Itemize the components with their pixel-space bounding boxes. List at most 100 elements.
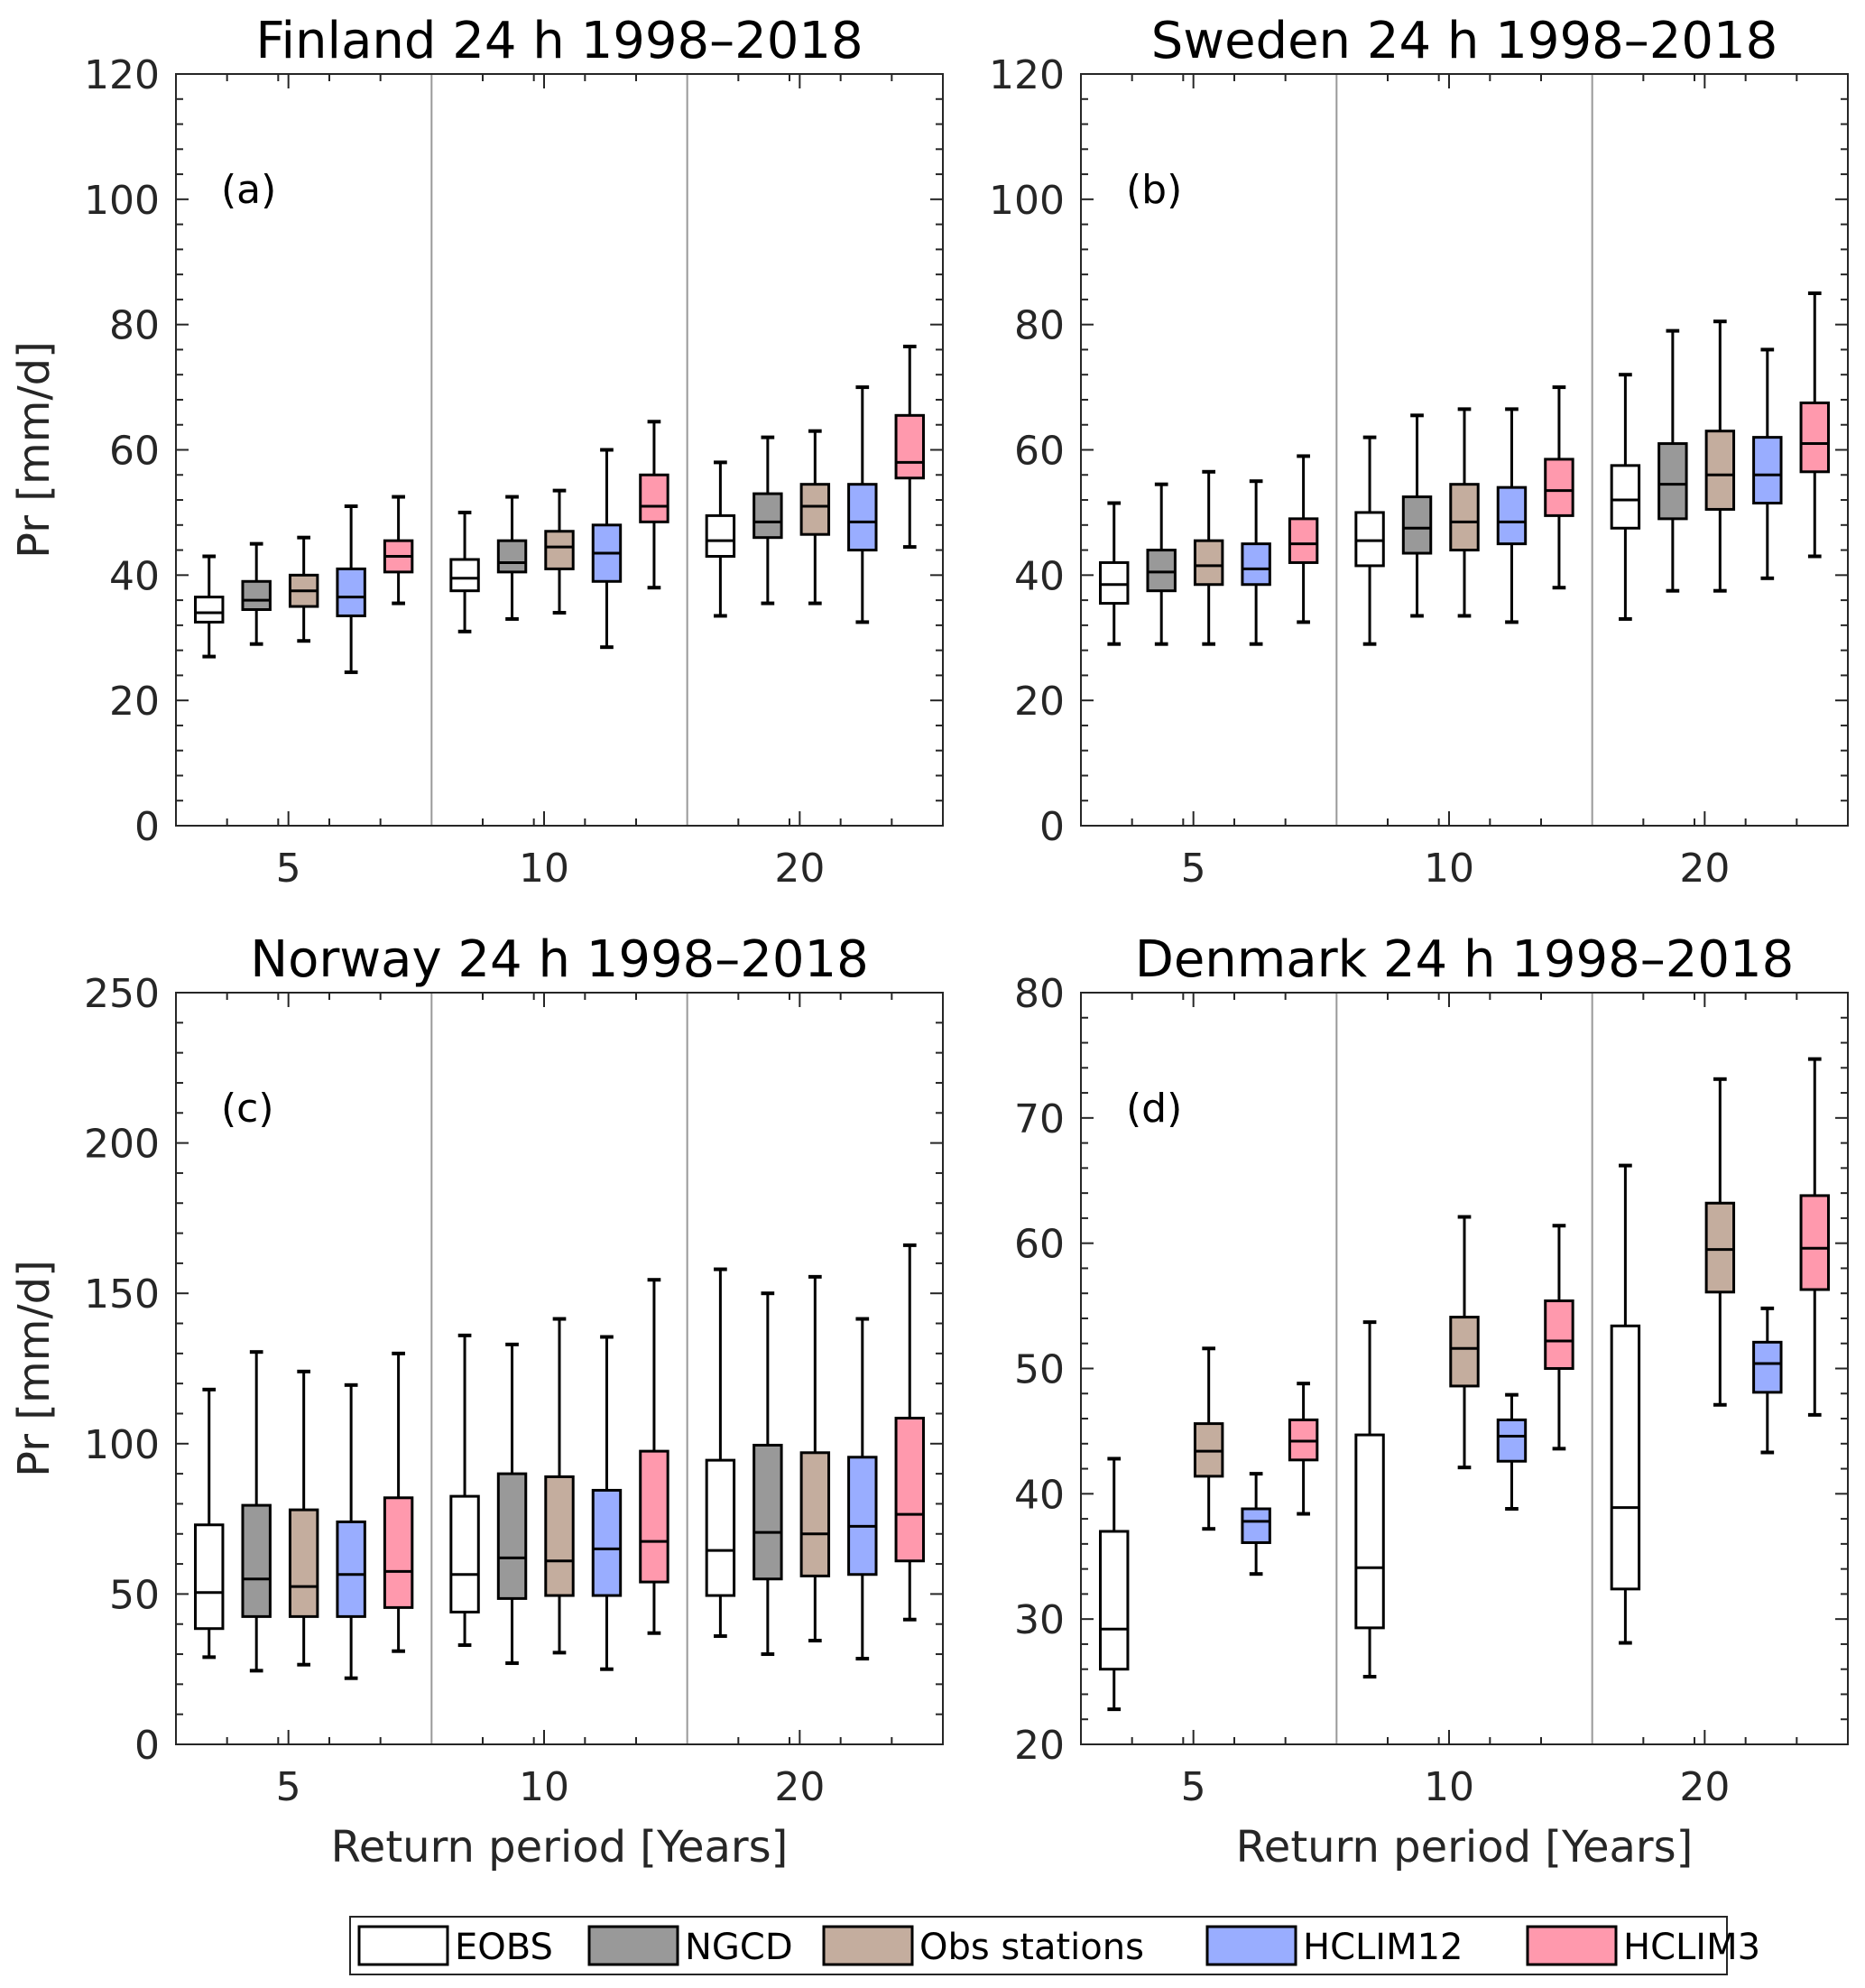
y-tick-label: 60 <box>109 429 160 475</box>
box-iqr <box>1193 539 1224 587</box>
box-iqr <box>449 1494 480 1614</box>
panel-title: Norway 24 h 1998–2018 <box>250 930 869 989</box>
panel-label: (b) <box>1126 167 1182 213</box>
panel-label: (a) <box>221 167 276 213</box>
box-ngcd-20 <box>1657 328 1688 593</box>
box-iqr <box>1544 1299 1574 1371</box>
y-tick-label: 100 <box>84 178 160 224</box>
box-hclim3-5 <box>383 1351 414 1653</box>
y-tick-label: 100 <box>989 178 1065 224</box>
box-iqr <box>1241 542 1271 587</box>
x-axis-label: Return period [Years] <box>331 1822 789 1872</box>
box-iqr <box>336 1520 366 1618</box>
panel-3: 0 50 100 150 200 250 5 10 20 Norway 24 h 1998–201… <box>9 930 944 1872</box>
y-tick-label: 40 <box>1014 1472 1065 1518</box>
box-iqr <box>288 1508 319 1618</box>
box-iqr <box>591 1488 623 1597</box>
x-tick-label: 10 <box>1424 1764 1474 1810</box>
box-hclim3-5 <box>1288 454 1319 624</box>
y-tick-label: 20 <box>109 679 160 725</box>
box-iqr <box>1752 436 1783 505</box>
box-iqr <box>1657 442 1688 521</box>
box-iqr <box>639 1449 669 1584</box>
legend-frame <box>349 1916 1728 1975</box>
x-tick-label: 20 <box>774 1764 825 1810</box>
box-ngcd-10 <box>496 495 528 621</box>
legend-label: NGCD <box>685 1927 793 1968</box>
box-iqr <box>1146 549 1177 593</box>
box-iqr <box>1496 485 1528 546</box>
y-tick-label: 80 <box>1014 971 1065 1017</box>
box-hclim12-5 <box>1241 479 1271 646</box>
box-obs-stations-20 <box>799 429 831 606</box>
y-tick-label: 150 <box>84 1271 160 1318</box>
panel-title: Sweden 24 h 1998–2018 <box>1151 12 1777 70</box>
box-eobs-10 <box>1354 435 1385 646</box>
box-hclim12-5 <box>336 1382 366 1680</box>
box-iqr <box>1704 430 1736 511</box>
legend-item-ngcd: NGCD <box>587 1925 793 1968</box>
box-iqr <box>894 1416 925 1563</box>
box-hclim12-20 <box>1752 347 1783 580</box>
box-obs-stations-5 <box>288 1369 319 1667</box>
box-iqr <box>336 567 366 617</box>
panel-2: 0 20 40 60 80 100 120 5 10 20 Sweden 24 h 1998–201… <box>989 12 1849 892</box>
box-iqr <box>752 1443 783 1581</box>
box-obs-stations-10 <box>544 1317 575 1655</box>
box-ngcd-5 <box>241 1350 272 1673</box>
box-hclim3-20 <box>1799 1057 1830 1417</box>
y-tick-label: 40 <box>1014 553 1065 599</box>
y-tick-label: 50 <box>1014 1347 1065 1393</box>
legend-swatch <box>587 1925 679 1966</box>
box-ngcd-5 <box>241 541 272 646</box>
box-iqr <box>1752 1340 1783 1394</box>
box-obs-stations-10 <box>544 488 575 615</box>
box-hclim3-20 <box>1799 291 1830 559</box>
box-iqr <box>544 1475 575 1597</box>
box-eobs-5 <box>1099 501 1130 646</box>
box-ngcd-10 <box>496 1342 528 1666</box>
box-iqr <box>1099 560 1130 606</box>
box-eobs-10 <box>449 1333 480 1648</box>
box-ngcd-5 <box>1146 482 1177 646</box>
box-hclim3-10 <box>1544 1224 1574 1451</box>
y-tick-label: 0 <box>1039 804 1065 850</box>
legend-swatch <box>822 1925 914 1966</box>
legend-item-eobs: EOBS <box>357 1925 553 1968</box>
axes-frame <box>175 73 944 827</box>
box-iqr <box>799 483 831 536</box>
box-iqr <box>1799 401 1830 474</box>
box-iqr <box>449 558 480 593</box>
x-tick-label: 5 <box>1181 846 1206 892</box>
box-iqr <box>241 579 272 612</box>
y-tick-label: 200 <box>84 1122 160 1168</box>
box-obs-stations-5 <box>1193 1346 1224 1531</box>
box-iqr <box>496 1472 528 1600</box>
box-hclim3-5 <box>1288 1382 1319 1516</box>
panel-label: (d) <box>1126 1086 1182 1132</box>
box-iqr <box>194 1523 225 1631</box>
y-axis-label: Pr [mm/d] <box>9 341 60 559</box>
box-obs-stations-10 <box>1449 1215 1480 1470</box>
box-eobs-20 <box>1610 1163 1641 1645</box>
panel-label: (c) <box>221 1086 274 1132</box>
y-axis-label: Pr [mm/d] <box>9 1260 60 1477</box>
legend-swatch <box>1526 1925 1618 1966</box>
y-tick-label: 0 <box>134 804 160 850</box>
box-hclim12-10 <box>1496 1392 1528 1511</box>
box-hclim3-10 <box>639 420 669 590</box>
y-tick-label: 50 <box>109 1572 160 1618</box>
x-tick-label: 5 <box>276 1764 301 1810</box>
box-hclim12-10 <box>591 1335 623 1671</box>
y-tick-label: 60 <box>1014 1222 1065 1268</box>
box-hclim12-5 <box>336 504 366 674</box>
legend-label: Obs stations <box>919 1927 1144 1968</box>
box-obs-stations-5 <box>288 535 319 643</box>
box-iqr <box>1449 483 1480 552</box>
box-hclim3-20 <box>894 344 925 550</box>
box-obs-stations-20 <box>799 1274 831 1643</box>
box-ngcd-20 <box>752 1291 783 1657</box>
y-tick-label: 100 <box>84 1422 160 1468</box>
panel-4: 20 30 40 50 60 70 80 5 10 20 Denmark 24 h 1998–201… <box>1014 930 1849 1872</box>
